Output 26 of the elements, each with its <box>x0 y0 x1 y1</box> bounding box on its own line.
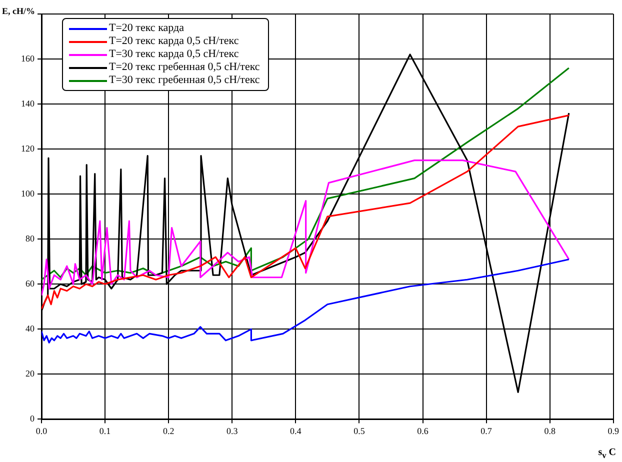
y-tick-label: 0 <box>30 414 35 424</box>
x-tick-label: 0.9 <box>608 426 620 436</box>
x-tick-label: 0.7 <box>480 426 492 436</box>
y-tick-label: 120 <box>21 143 35 154</box>
y-tick-label: 60 <box>26 278 35 288</box>
legend-label: T=20 текс карда 0,5 сН/текс <box>109 35 239 48</box>
y-tick-label: 80 <box>26 233 35 244</box>
x-tick-label: 0.6 <box>417 426 429 436</box>
y-tick-label: 20 <box>26 368 35 379</box>
y-tick-label: 100 <box>21 188 35 198</box>
x-tick-label: 0.4 <box>290 426 302 436</box>
x-tick-label: 0.1 <box>99 426 111 436</box>
y-axis-title: E, сН/% <box>2 6 35 16</box>
x-tick-label: 0.3 <box>226 426 238 436</box>
x-tick-label: 0.5 <box>354 426 366 436</box>
y-tick-label: 160 <box>21 53 35 64</box>
x-axis-title: s$_{v}$ С <box>598 447 616 460</box>
legend-label: T=20 текс гребенная 0,5 сН/текс <box>109 61 260 74</box>
legend-label: T=20 текс карда <box>109 22 184 35</box>
x-tick-label: 0.8 <box>544 426 556 436</box>
legend-label: T=30 текс гребенная 0,5 сН/текс <box>109 74 260 87</box>
x-tick-label: 0.0 <box>36 426 48 436</box>
y-tick-label: 40 <box>26 324 35 334</box>
legend-label: T=30 текс карда 0,5 сН/текс <box>109 48 239 61</box>
y-tick-label: 140 <box>21 98 35 108</box>
x-tick-label: 0.2 <box>162 426 174 436</box>
